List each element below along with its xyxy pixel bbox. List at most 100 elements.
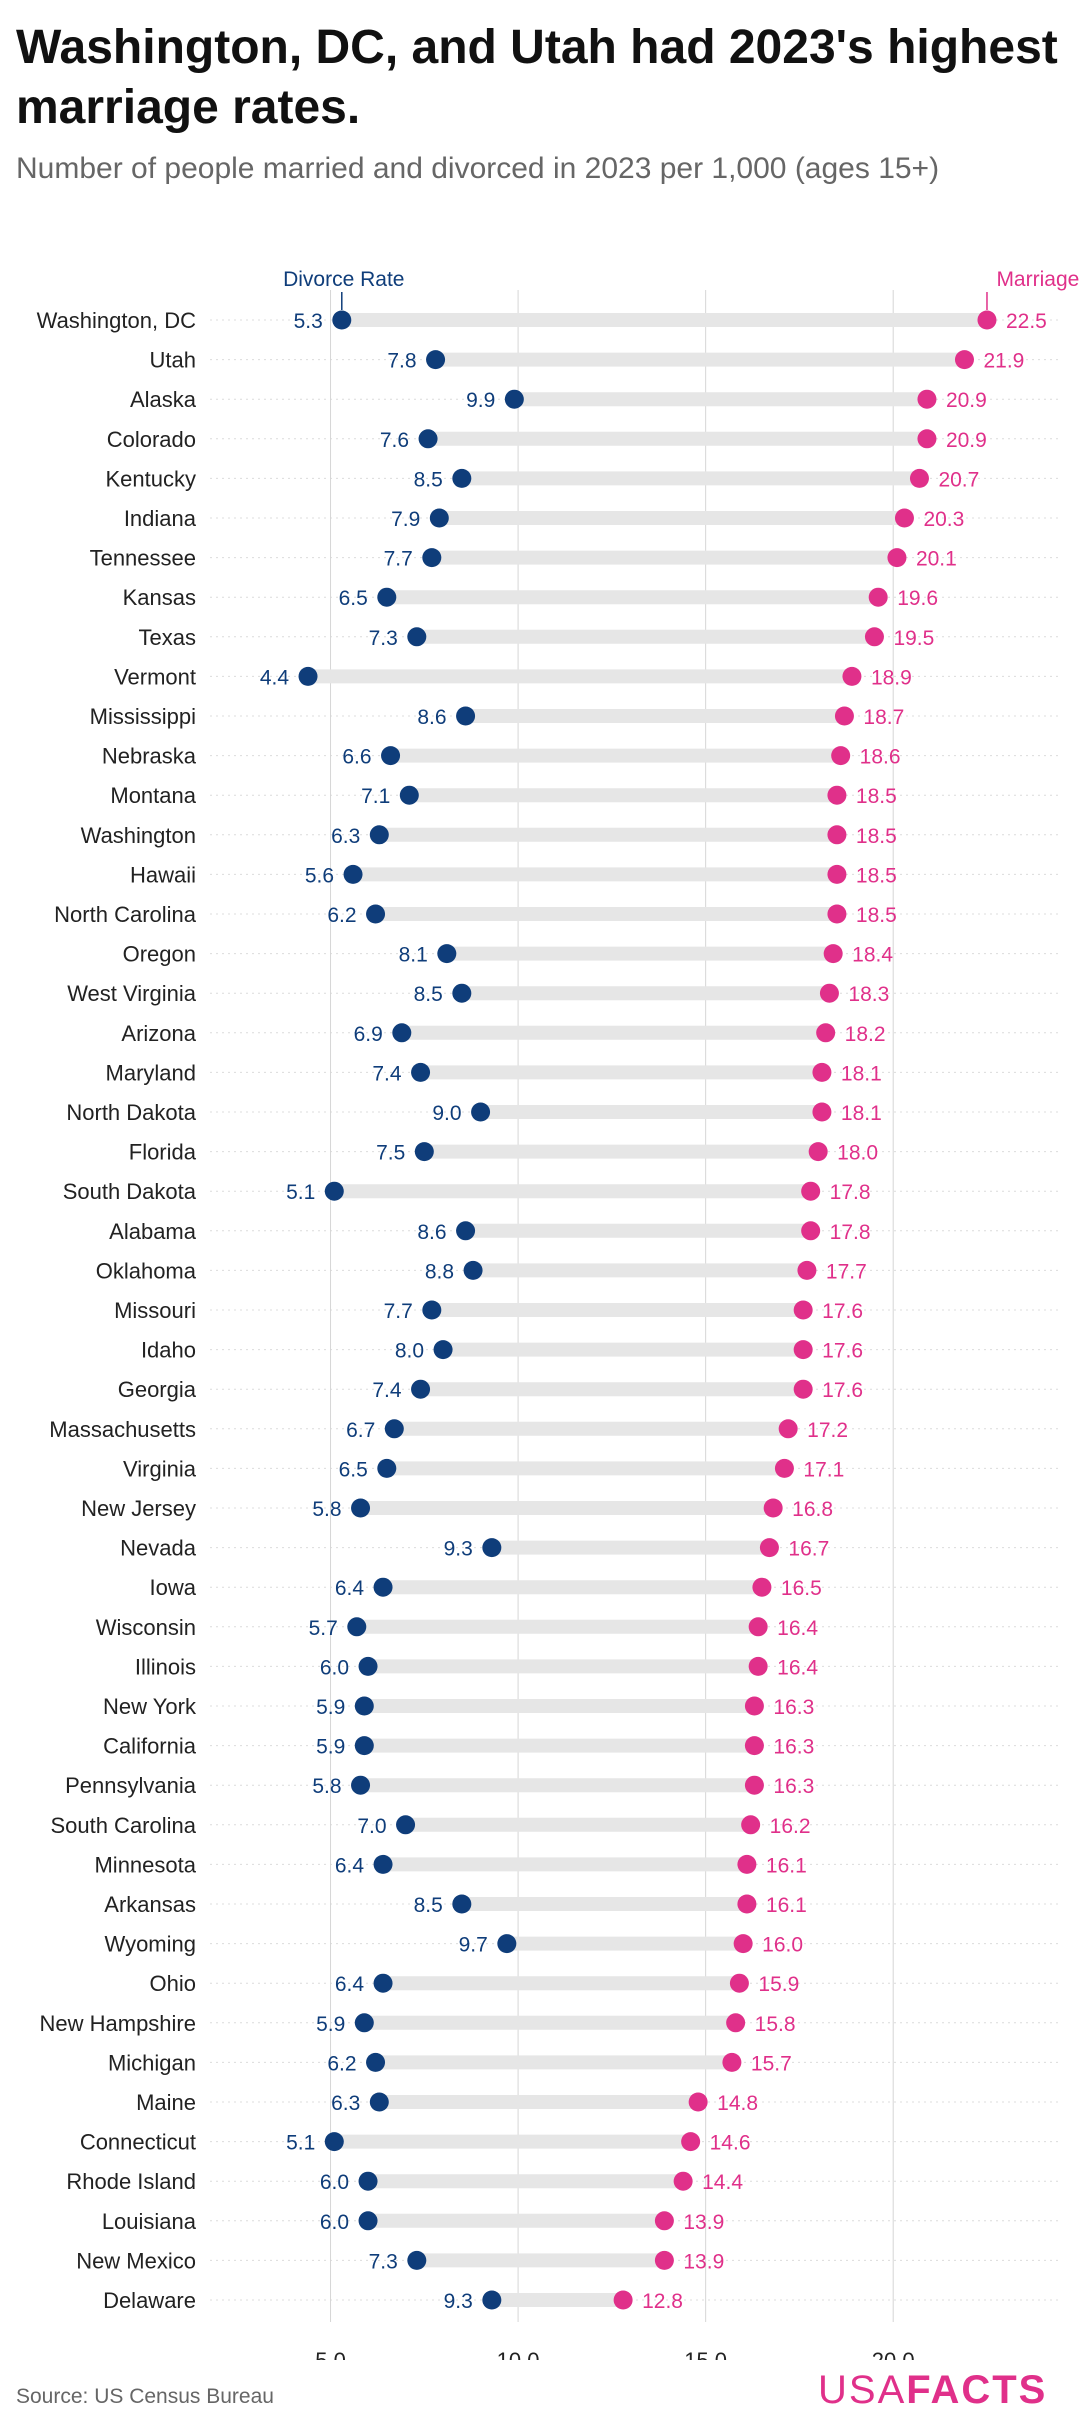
marriage-value-label: 16.2	[770, 1815, 811, 1838]
logo-bold-text: FACTS	[906, 2368, 1048, 2412]
divorce-value-label: 6.5	[339, 1458, 368, 1481]
marriage-value-label: 16.7	[788, 1538, 829, 1561]
marriage-value-label: 18.1	[841, 1102, 882, 1125]
marriage-value-label: 17.1	[803, 1458, 844, 1481]
state-label: North Dakota	[66, 1100, 196, 1125]
divorce-dot	[463, 1260, 483, 1280]
marriage-value-label: 17.6	[822, 1340, 863, 1363]
state-label: New Hampshire	[40, 2011, 197, 2036]
divorce-value-label: 6.5	[339, 587, 368, 610]
marriage-value-label: 16.4	[777, 1656, 818, 1679]
marriage-value-label: 17.6	[822, 1300, 863, 1323]
divorce-value-label: 8.1	[399, 944, 428, 967]
divorce-dot	[332, 310, 352, 330]
marriage-value-label: 17.8	[830, 1221, 871, 1244]
state-label: Alaska	[130, 387, 197, 412]
divorce-dot	[482, 2290, 502, 2310]
divorce-dot	[351, 1775, 371, 1795]
marriage-dot	[613, 2290, 633, 2310]
state-label: Massachusetts	[49, 1417, 196, 1442]
divorce-dot	[354, 1696, 374, 1716]
source-note: Source: US Census Bureau	[16, 2385, 274, 2408]
marriage-dot	[812, 1102, 832, 1122]
state-label: Idaho	[141, 1338, 196, 1363]
marriage-dot	[774, 1458, 794, 1478]
divorce-value-label: 7.7	[384, 1300, 413, 1323]
divorce-value-label: 6.0	[320, 2211, 349, 2234]
state-label: Louisiana	[102, 2209, 197, 2234]
state-label: Washington, DC	[37, 308, 196, 333]
marriage-value-label: 20.9	[946, 389, 987, 412]
marriage-value-label: 16.4	[777, 1617, 818, 1640]
state-label: Ohio	[150, 1971, 196, 1996]
divorce-value-label: 5.8	[312, 1775, 341, 1798]
state-label: Washington	[81, 823, 196, 848]
divorce-value-label: 7.9	[391, 508, 420, 531]
marriage-dot	[729, 1973, 749, 1993]
marriage-value-label: 16.3	[773, 1775, 814, 1798]
divorce-dot	[347, 1617, 367, 1637]
divorce-dot	[377, 1458, 397, 1478]
state-label: California	[103, 1734, 197, 1759]
divorce-dot	[369, 825, 389, 845]
state-label: New Jersey	[81, 1496, 196, 1521]
divorce-value-label: 6.3	[331, 2092, 360, 2115]
divorce-value-label: 5.1	[286, 1181, 315, 1204]
marriage-value-label: 18.9	[871, 666, 912, 689]
state-label: North Carolina	[54, 902, 197, 927]
state-label: Kansas	[123, 585, 196, 610]
marriage-dot	[744, 1696, 764, 1716]
marriage-dot	[887, 548, 907, 568]
logo-light-text: USA	[818, 2368, 907, 2412]
divorce-value-label: 7.0	[357, 1815, 386, 1838]
chart-title: Washington, DC, and Utah had 2023's high…	[16, 21, 1058, 134]
divorce-dot	[384, 1419, 404, 1439]
state-label: Connecticut	[80, 2130, 196, 2155]
marriage-dot	[688, 2092, 708, 2112]
divorce-value-label: 8.6	[417, 706, 446, 729]
marriage-dot	[816, 1023, 836, 1043]
state-label: New York	[103, 1694, 197, 1719]
divorce-dot	[482, 1538, 502, 1558]
divorce-value-label: 7.8	[387, 350, 416, 373]
marriage-value-label: 14.6	[710, 2132, 751, 2155]
divorce-dot	[381, 746, 401, 766]
marriage-dot	[834, 706, 854, 726]
marriage-value-label: 18.4	[852, 944, 893, 967]
marriage-dot	[808, 1142, 828, 1162]
state-label: West Virginia	[67, 981, 197, 1006]
marriage-value-label: 19.6	[897, 587, 938, 610]
marriage-value-label: 16.1	[766, 1894, 807, 1917]
marriage-dot	[801, 1221, 821, 1241]
marriage-dot	[801, 1181, 821, 1201]
divorce-value-label: 6.6	[342, 746, 371, 769]
divorce-value-label: 8.5	[414, 468, 443, 491]
marriage-value-label: 16.1	[766, 1854, 807, 1877]
state-label: Utah	[150, 348, 196, 373]
marriage-dot	[917, 389, 937, 409]
marriage-value-label: 15.8	[755, 2013, 796, 2036]
x-tick-label: 15.0	[684, 2348, 727, 2360]
divorce-dot	[343, 864, 363, 884]
marriage-dot	[909, 468, 929, 488]
divorce-value-label: 5.3	[294, 310, 323, 333]
divorce-value-label: 6.3	[331, 825, 360, 848]
divorce-value-label: 5.9	[316, 1696, 345, 1719]
divorce-value-label: 7.3	[369, 627, 398, 650]
divorce-value-label: 5.1	[286, 2132, 315, 2155]
divorce-dot	[354, 2013, 374, 2033]
marriage-dot	[864, 627, 884, 647]
marriage-value-label: 17.8	[830, 1181, 871, 1204]
state-label: Vermont	[114, 664, 196, 689]
state-label: Kentucky	[106, 466, 197, 491]
state-label: Rhode Island	[66, 2169, 196, 2194]
marriage-dot	[797, 1260, 817, 1280]
state-label: Indiana	[124, 506, 197, 531]
marriage-value-label: 18.5	[856, 864, 897, 887]
state-label: Arkansas	[104, 1892, 196, 1917]
divorce-value-label: 8.0	[395, 1340, 424, 1363]
marriage-value-label: 14.8	[717, 2092, 758, 2115]
marriage-value-label: 20.1	[916, 548, 957, 571]
divorce-dot	[373, 1973, 393, 1993]
marriage-value-label: 18.7	[863, 706, 904, 729]
